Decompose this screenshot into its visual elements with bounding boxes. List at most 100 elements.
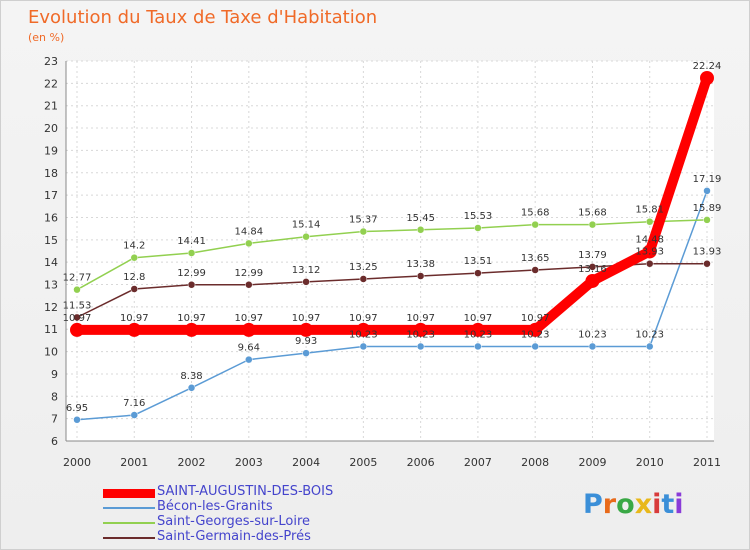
series-line <box>77 76 712 335</box>
data-point <box>70 322 84 337</box>
legend-swatch <box>103 522 155 524</box>
logo-letter: i <box>674 489 684 520</box>
data-label: 10.97 <box>234 313 263 324</box>
data-point <box>585 273 600 288</box>
x-tick-label: 2010 <box>636 456 664 469</box>
data-label: 6.95 <box>66 403 88 414</box>
data-label: 10.23 <box>578 329 607 340</box>
data-point <box>531 266 539 274</box>
data-point <box>588 263 597 271</box>
data-point <box>359 275 368 283</box>
y-tick-label: 22 <box>44 77 58 90</box>
x-tick-label: 2002 <box>178 456 206 469</box>
y-tick-label: 6 <box>51 435 58 448</box>
y-tick-label: 11 <box>44 323 58 336</box>
legend-label: Bécon-les-Granits <box>157 499 273 514</box>
data-label: 12.99 <box>234 268 263 279</box>
data-label: 15.68 <box>578 208 607 219</box>
data-point <box>302 278 310 286</box>
data-point <box>187 384 196 392</box>
y-tick-label: 23 <box>44 55 58 68</box>
chart-subtitle: (en %) <box>28 31 65 44</box>
data-point <box>474 342 482 351</box>
data-point <box>184 322 199 337</box>
logo-letter: o <box>616 489 635 520</box>
y-tick-label: 7 <box>51 413 58 426</box>
y-tick-label: 8 <box>51 390 58 403</box>
data-label: 13.25 <box>349 262 378 273</box>
data-point <box>474 269 482 277</box>
y-tick-label: 15 <box>44 234 58 247</box>
data-point <box>73 313 81 322</box>
x-tick-label: 2008 <box>521 456 549 469</box>
data-label: 10.97 <box>464 313 493 324</box>
data-label: 15.53 <box>464 211 493 222</box>
data-point <box>703 187 711 195</box>
data-label: 10.23 <box>521 329 550 340</box>
data-point <box>416 272 425 280</box>
data-point <box>703 259 711 268</box>
x-tick-label: 2009 <box>578 456 606 469</box>
series-line <box>76 190 708 421</box>
data-label: 13.16 <box>578 264 607 275</box>
data-point <box>187 281 196 289</box>
x-tick-label: 2001 <box>120 456 148 469</box>
data-label: 13.93 <box>693 247 722 258</box>
data-point <box>531 342 539 351</box>
x-tick-label: 2011 <box>693 456 721 469</box>
logo-letter: r <box>602 489 617 520</box>
data-point <box>73 285 81 294</box>
data-label: 9.64 <box>238 343 260 354</box>
logo-letter: i <box>652 489 662 520</box>
data-point <box>700 70 714 85</box>
y-tick-label: 16 <box>44 211 58 224</box>
x-tick-label: 2003 <box>235 456 263 469</box>
data-label: 12.77 <box>63 273 92 284</box>
data-label: 12.8 <box>123 272 145 283</box>
data-label: 15.81 <box>635 205 664 216</box>
logo-letter: t <box>661 489 675 520</box>
y-tick-label: 17 <box>44 189 58 202</box>
data-point <box>73 416 81 424</box>
data-point <box>474 224 482 232</box>
x-tick-label: 2000 <box>63 456 91 469</box>
x-tick-label: 2006 <box>407 456 435 469</box>
y-tick-label: 10 <box>44 346 58 359</box>
y-tick-label: 12 <box>44 301 58 314</box>
legend-label: SAINT-AUGUSTIN-DES-BOIS <box>157 484 334 499</box>
data-point <box>130 285 139 293</box>
data-label: 15.14 <box>292 220 321 231</box>
data-point <box>416 342 425 351</box>
data-label: 13.38 <box>406 259 435 270</box>
data-label: 10.23 <box>635 329 664 340</box>
data-label: 15.45 <box>406 213 435 224</box>
data-label: 14.2 <box>123 241 145 252</box>
data-label: 10.97 <box>177 313 206 324</box>
data-point <box>645 259 654 268</box>
data-label: 14.48 <box>635 234 664 245</box>
x-tick-label: 2005 <box>349 456 377 469</box>
logo-letter: P <box>583 489 603 520</box>
data-label: 14.41 <box>177 236 206 247</box>
data-label: 22.24 <box>693 61 722 72</box>
data-label: 9.93 <box>295 336 317 347</box>
data-point <box>645 217 654 226</box>
data-label: 10.97 <box>406 313 435 324</box>
y-tick-label: 18 <box>44 167 58 180</box>
data-label: 15.89 <box>693 203 722 214</box>
legend-label: Saint-Georges-sur-Loire <box>157 514 311 529</box>
data-point <box>413 322 428 337</box>
data-point <box>588 342 597 351</box>
data-point <box>130 253 139 262</box>
data-point <box>187 249 196 257</box>
x-tick-label: 2004 <box>292 456 320 469</box>
data-label: 15.37 <box>349 215 378 226</box>
y-tick-label: 9 <box>51 368 58 381</box>
data-point <box>528 322 543 337</box>
data-label: 13.65 <box>521 253 550 264</box>
y-tick-label: 13 <box>44 279 58 292</box>
data-label: 10.97 <box>63 313 92 324</box>
data-point <box>302 232 310 241</box>
y-tick-label: 19 <box>44 144 58 157</box>
